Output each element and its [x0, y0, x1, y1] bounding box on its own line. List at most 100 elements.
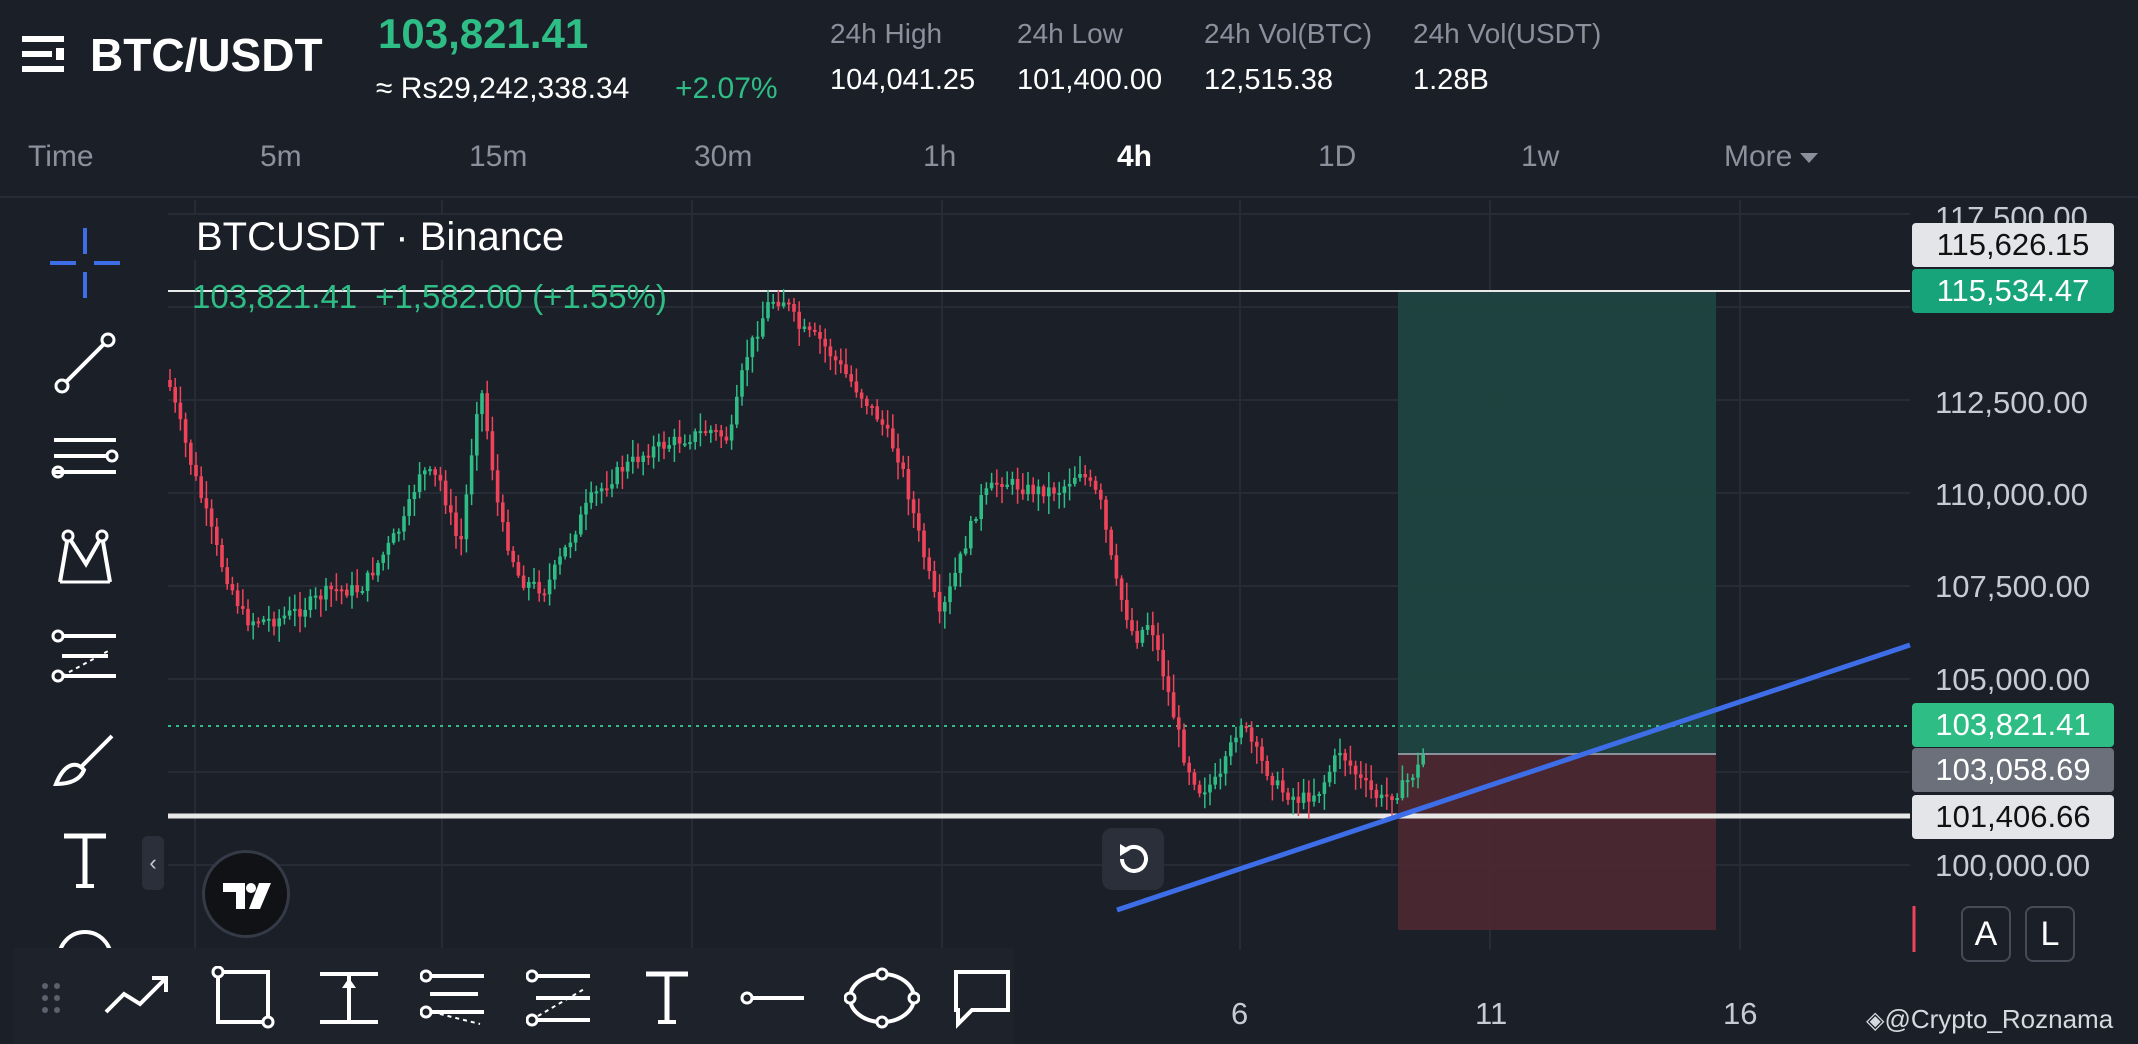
candle-body: [677, 436, 682, 444]
candle-body: [1270, 776, 1275, 786]
horizontal-ray-icon: [740, 991, 804, 1005]
candle-body: [802, 326, 807, 329]
candle-body: [449, 505, 453, 513]
local-currency-price: ≈ Rs29,242,338.34: [376, 72, 630, 105]
timeframe-tabs: Time 5m 15m 30m 1h 4h 1D 1w More: [0, 140, 2138, 194]
tab-4h[interactable]: 4h: [1117, 140, 1153, 173]
candle-body: [917, 513, 921, 531]
candle-body: [1301, 792, 1306, 803]
candle-body: [293, 608, 297, 611]
anchored-text-tool[interactable]: [306, 962, 386, 1032]
price-tag-take-profit-top: 115,626.15: [1912, 223, 2114, 267]
candle-body: [599, 488, 604, 492]
tab-15m[interactable]: 15m: [469, 140, 528, 173]
candle-body: [1010, 479, 1015, 485]
rotate-icon: [1120, 844, 1148, 873]
tab-1d[interactable]: 1D: [1318, 140, 1357, 173]
candle-body: [220, 545, 224, 568]
candle-body: [241, 606, 245, 609]
collapse-toolbar-button[interactable]: ‹: [142, 836, 164, 890]
callout-tool[interactable]: [942, 962, 1012, 1032]
rectangle-tool[interactable]: [200, 962, 280, 1032]
trendline-tool[interactable]: [30, 322, 140, 402]
candle-body: [891, 428, 895, 449]
candle-body: [563, 547, 567, 557]
more-tools-icon: [58, 930, 112, 948]
candle-body: [1317, 794, 1321, 796]
candle-body: [932, 571, 937, 592]
candle-body: [1156, 635, 1160, 650]
horizontal-lines-tool[interactable]: [30, 418, 140, 498]
drag-handle[interactable]: [28, 962, 64, 1032]
tradingview-logo[interactable]: [202, 850, 290, 938]
fib-retracement-tool[interactable]: [30, 618, 140, 698]
candle-body: [407, 499, 411, 517]
crosshair-icon: [50, 228, 120, 298]
candle-body: [761, 318, 765, 337]
tab-5m[interactable]: 5m: [260, 140, 302, 173]
candle-body: [1021, 489, 1025, 495]
watermark: ◈@Crypto_Roznama: [1866, 1004, 2114, 1034]
candle-body: [501, 502, 505, 523]
candle-body: [1099, 489, 1103, 500]
candle-body: [178, 402, 183, 420]
price-chart[interactable]: [0, 200, 2138, 960]
candle-body: [547, 579, 552, 595]
candle-body: [475, 414, 479, 456]
price-tick: 100,000.00: [1935, 848, 2091, 883]
more-tools[interactable]: [30, 912, 140, 948]
candle-body: [1255, 741, 1259, 747]
candle-body: [386, 542, 391, 555]
candle-body: [298, 608, 302, 617]
auto-scale-button[interactable]: A: [1961, 906, 2011, 962]
menu-icon[interactable]: [22, 32, 68, 76]
brush-tool[interactable]: [30, 718, 140, 798]
long-position-profit-zone: [1398, 291, 1716, 754]
candle-body: [1171, 692, 1176, 718]
parallel-channel-tool[interactable]: [412, 962, 492, 1032]
candle-body: [1000, 484, 1004, 487]
text-tool-bottom[interactable]: [624, 962, 704, 1032]
candle-body: [833, 356, 838, 361]
tab-1w[interactable]: 1w: [1521, 140, 1560, 173]
candle-body: [1093, 480, 1098, 490]
text-tool[interactable]: [30, 818, 140, 898]
candle-body: [740, 370, 744, 397]
pair-symbol[interactable]: BTC/USDT: [90, 29, 323, 81]
candle-body: [828, 346, 833, 357]
candle-body: [766, 302, 770, 319]
candle-body: [225, 567, 229, 585]
candle-body: [698, 431, 703, 434]
crosshair-tool[interactable]: [30, 222, 140, 302]
candle-body: [303, 610, 307, 617]
tab-more[interactable]: More: [1724, 140, 1819, 174]
price-tag-take-profit: 115,534.47: [1912, 269, 2114, 313]
fib-channel-tool[interactable]: [518, 962, 598, 1032]
drawing-toolbar: [14, 948, 1014, 1044]
horizontal-ray-tool[interactable]: [730, 962, 810, 1032]
price-tick: 112,500.00: [1935, 385, 2088, 420]
candle-body: [922, 530, 926, 558]
log-scale-button[interactable]: L: [2025, 906, 2075, 962]
candle-body: [1359, 774, 1363, 778]
tab-time[interactable]: Time: [28, 140, 94, 173]
candle-body: [662, 441, 666, 449]
ellipse-tool[interactable]: [836, 962, 920, 1032]
candle-body: [943, 602, 947, 612]
price-tick: 105,000.00: [1935, 662, 2091, 697]
long-position-loss-zone: [1398, 754, 1716, 930]
pattern-tool[interactable]: [30, 516, 140, 596]
candle-body: [183, 419, 188, 443]
candle-body: [267, 618, 271, 621]
candle-body: [334, 589, 339, 592]
tradingview-logo-icon: [223, 883, 271, 909]
candle-body: [308, 596, 313, 610]
trend-angle-tool[interactable]: [94, 962, 174, 1032]
candle-body: [631, 456, 635, 462]
tab-1h[interactable]: 1h: [923, 140, 957, 173]
candle-body: [480, 393, 484, 415]
horizontal-lines-icon: [51, 438, 119, 479]
tab-30m[interactable]: 30m: [694, 140, 753, 173]
candle-body: [594, 491, 599, 494]
reset-chart-button[interactable]: [1102, 828, 1164, 890]
